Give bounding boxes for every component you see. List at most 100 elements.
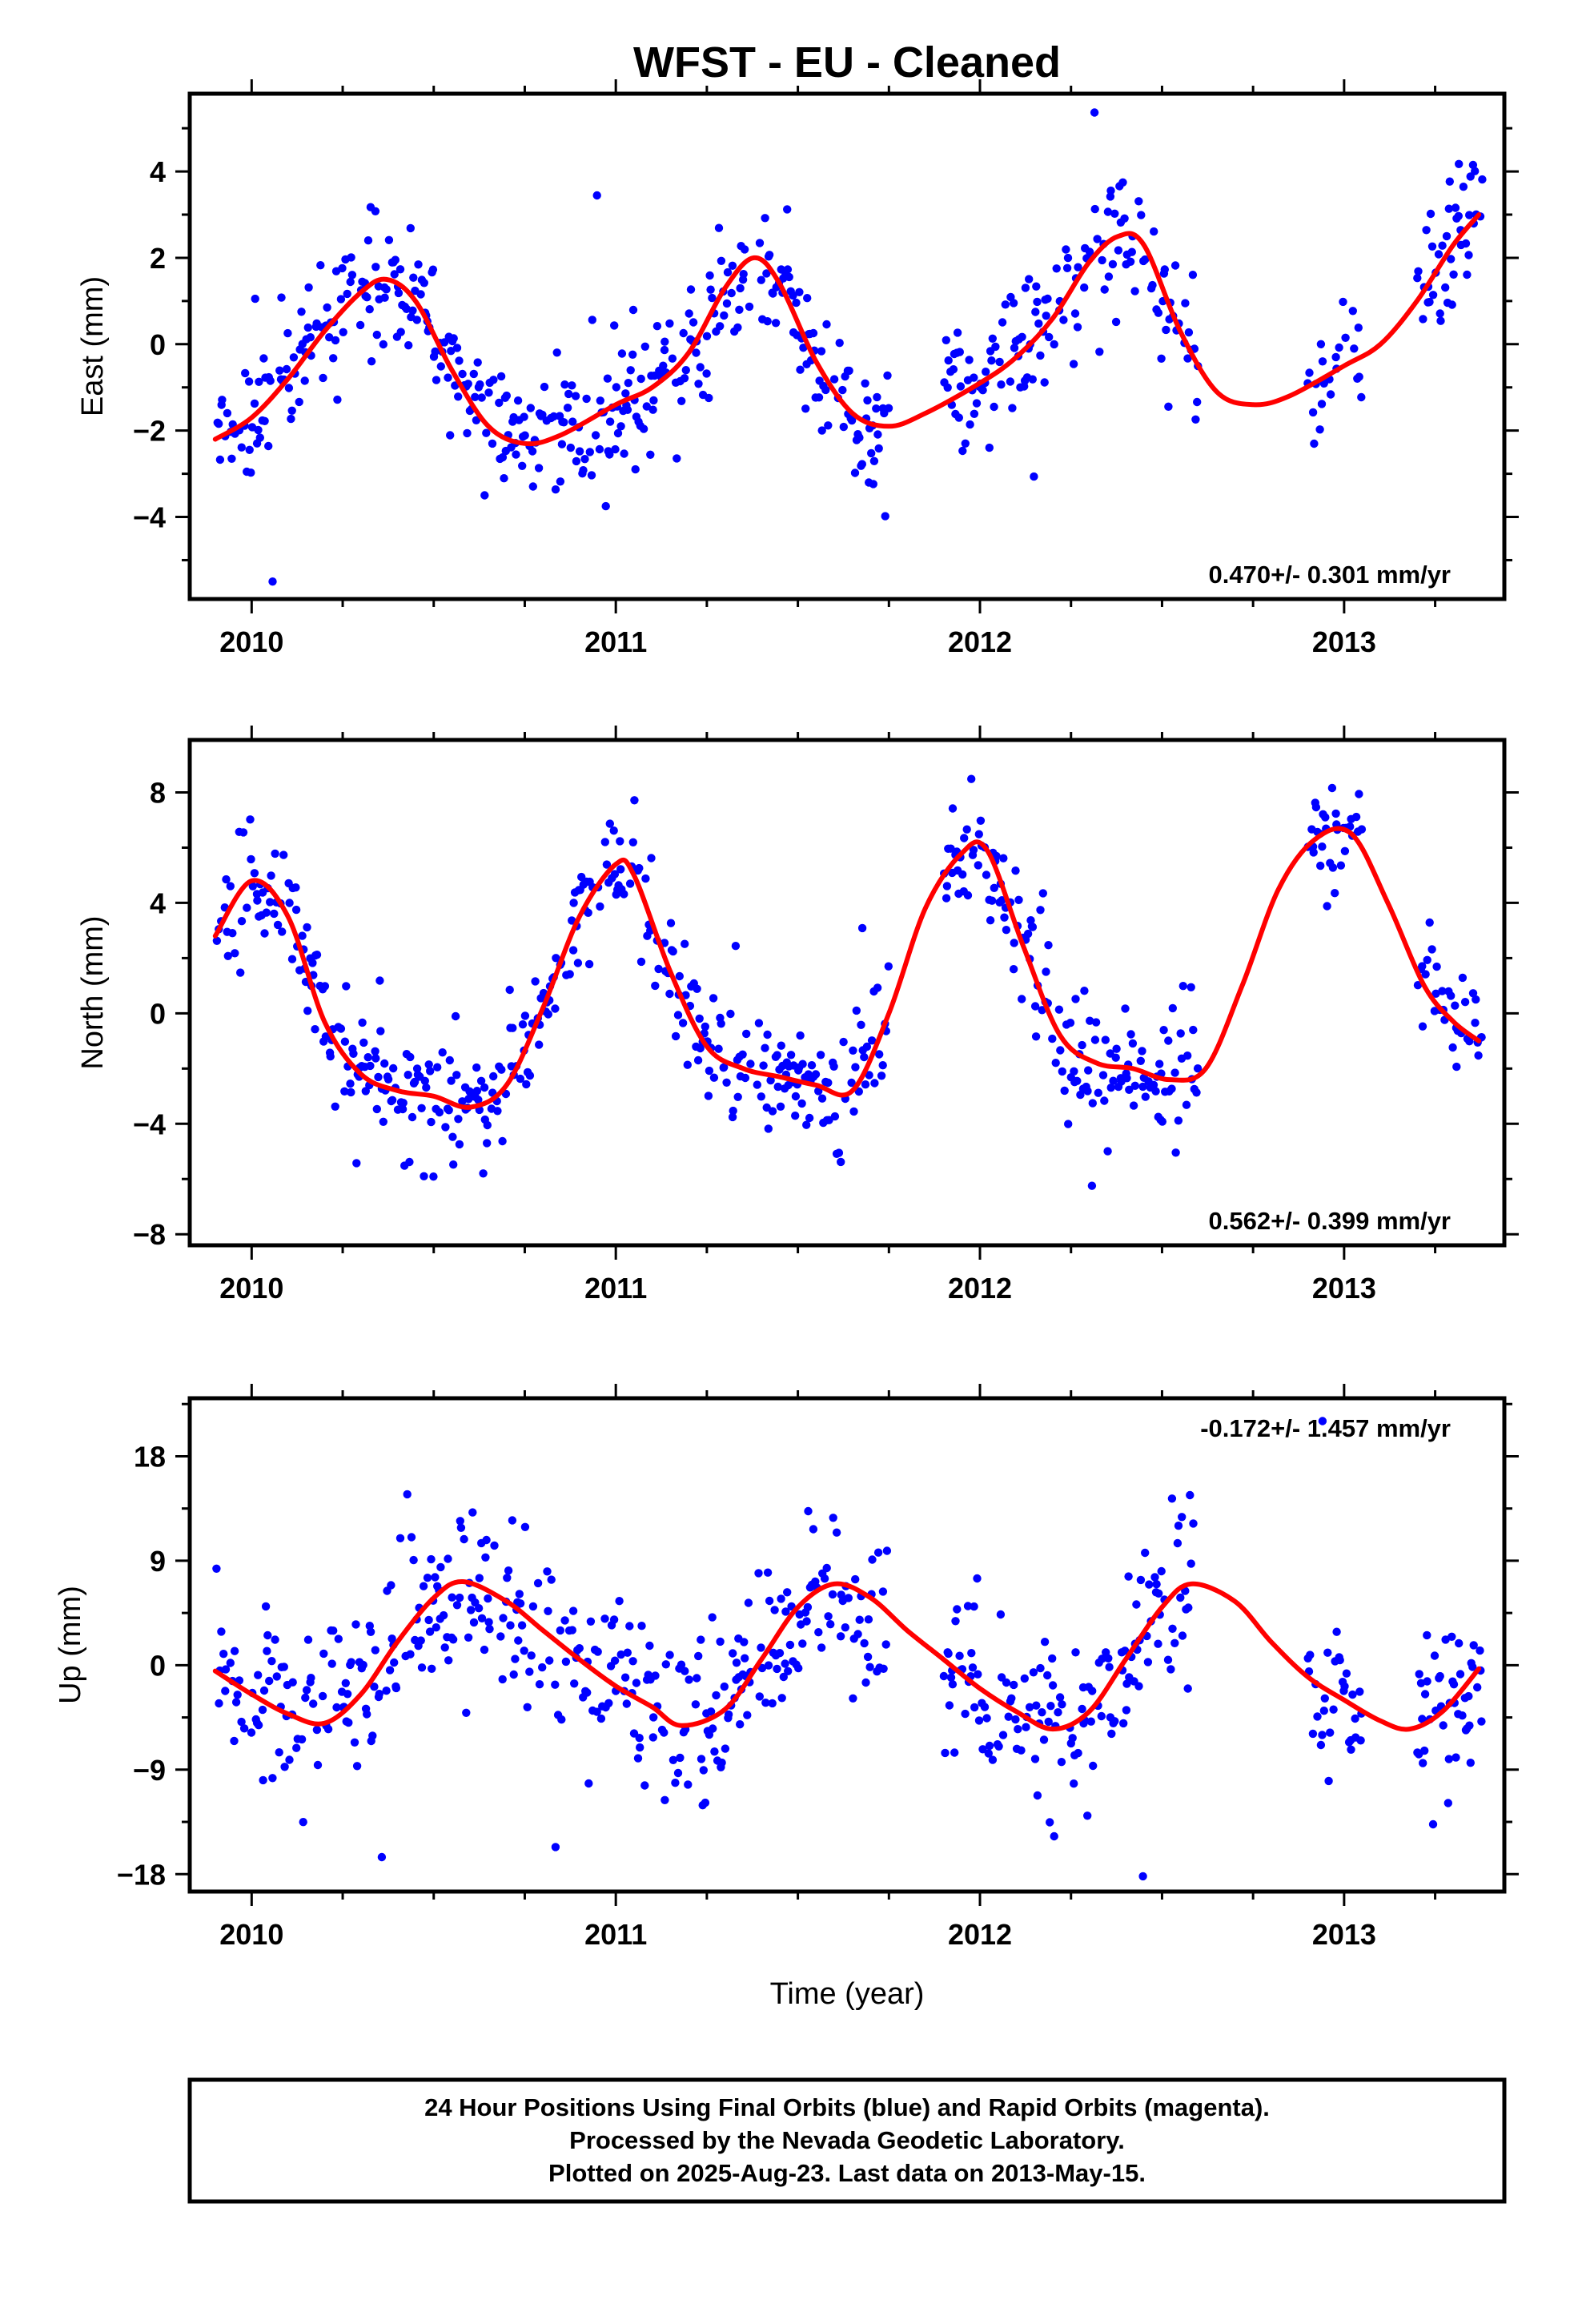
up-data-point xyxy=(941,1748,950,1758)
north-data-point xyxy=(320,982,330,991)
up-data-point xyxy=(575,1644,584,1653)
up-data-point xyxy=(1107,1729,1116,1739)
north-data-point xyxy=(398,1104,408,1114)
north-data-point xyxy=(761,1043,769,1052)
east-data-point xyxy=(518,461,527,470)
east-data-point xyxy=(739,270,748,279)
north-data-point xyxy=(1094,1088,1103,1097)
up-data-point xyxy=(781,1659,789,1668)
east-data-point xyxy=(560,418,568,427)
up-data-point xyxy=(1435,1671,1444,1681)
up-data-point xyxy=(480,1645,489,1655)
north-data-point xyxy=(358,1018,367,1027)
north-data-point xyxy=(675,971,684,981)
east-data-point xyxy=(1188,271,1198,279)
up-plot-area xyxy=(190,1398,1504,1892)
up-x-axis-label: Time (year) xyxy=(770,1977,925,2011)
east-data-point xyxy=(621,389,630,398)
up-data-point xyxy=(543,1567,552,1576)
north-data-point xyxy=(851,1063,860,1072)
north-data-point xyxy=(610,870,620,879)
east-data-point xyxy=(420,279,428,287)
north-data-point xyxy=(311,1025,319,1034)
up-data-point xyxy=(660,1728,669,1737)
north-data-point xyxy=(942,894,951,903)
up-data-point xyxy=(285,1755,294,1764)
up-data-point xyxy=(1439,1721,1447,1730)
up-data-point xyxy=(860,1638,869,1648)
up-data-point xyxy=(1046,1702,1055,1711)
up-data-point xyxy=(829,1514,837,1522)
north-data-point xyxy=(1080,987,1089,995)
up-data-point xyxy=(1004,1712,1013,1721)
east-data-point xyxy=(446,431,455,440)
east-data-point xyxy=(1025,275,1034,283)
east-data-point xyxy=(1127,247,1137,256)
north-data-point xyxy=(837,1157,845,1167)
up-data-point xyxy=(1068,1734,1077,1743)
up-data-point xyxy=(600,1614,609,1623)
north-data-point xyxy=(796,1031,805,1040)
up-data-point xyxy=(622,1699,631,1708)
east-data-point xyxy=(1305,368,1314,377)
up-data-point xyxy=(1342,1669,1351,1678)
north-data-point xyxy=(754,1019,764,1027)
up-data-point xyxy=(1466,1759,1476,1767)
north-data-point xyxy=(875,1050,884,1059)
north-data-point xyxy=(602,860,612,869)
east-data-point xyxy=(822,320,831,329)
east-data-point xyxy=(1463,270,1472,279)
up-data-point xyxy=(610,1656,620,1665)
up-data-point xyxy=(332,1703,341,1712)
up-data-point xyxy=(699,1766,708,1775)
east-data-point xyxy=(961,439,970,448)
east-data-point xyxy=(1031,308,1040,316)
up-data-point xyxy=(729,1649,737,1658)
east-data-point xyxy=(1050,340,1058,349)
up-data-point xyxy=(681,1667,689,1675)
up-data-point xyxy=(561,1657,571,1667)
north-data-point xyxy=(1070,1067,1078,1076)
north-data-point xyxy=(884,962,893,971)
up-data-point xyxy=(1055,1693,1065,1702)
east-data-point xyxy=(1441,283,1450,292)
up-data-point xyxy=(625,1622,634,1630)
up-data-point xyxy=(231,1698,241,1707)
up-data-point xyxy=(1157,1566,1166,1576)
east-panel: 2010 2011 2012 2013 −4 −2 0 2 4 East (mm) 0.470+/-… xyxy=(76,79,1519,658)
east-data-point xyxy=(568,417,577,426)
north-data-point xyxy=(830,1112,840,1121)
north-data-point xyxy=(1421,970,1430,979)
east-data-point xyxy=(728,261,737,270)
north-data-point xyxy=(291,905,301,915)
east-data-point xyxy=(1428,291,1438,300)
east-data-point xyxy=(869,456,879,465)
north-data-point xyxy=(565,970,574,979)
up-data-point xyxy=(1319,1707,1329,1715)
east-data-point xyxy=(1447,300,1456,309)
east-data-point xyxy=(247,468,255,477)
east-data-point xyxy=(266,376,275,385)
north-data-point xyxy=(298,931,307,940)
up-data-point xyxy=(814,1628,823,1637)
east-data-point xyxy=(763,317,772,326)
east-data-point xyxy=(390,270,399,279)
east-data-point xyxy=(472,416,481,424)
east-data-point xyxy=(954,413,964,422)
east-data-point xyxy=(736,283,745,293)
up-data-point xyxy=(822,1563,831,1573)
east-data-point xyxy=(455,356,464,365)
up-data-point xyxy=(1043,1671,1052,1680)
east-data-point xyxy=(227,454,236,463)
north-data-point xyxy=(1103,1147,1112,1156)
up-data-point xyxy=(697,1635,705,1644)
north-data-point xyxy=(764,1124,773,1133)
north-data-point xyxy=(857,923,867,933)
east-frame xyxy=(187,91,1507,601)
north-data-point xyxy=(763,1030,772,1039)
east-data-point xyxy=(652,322,662,331)
up-data-point xyxy=(592,1707,601,1716)
east-data-point xyxy=(488,439,497,448)
north-data-point xyxy=(849,1107,858,1116)
east-data-point xyxy=(1447,255,1456,263)
